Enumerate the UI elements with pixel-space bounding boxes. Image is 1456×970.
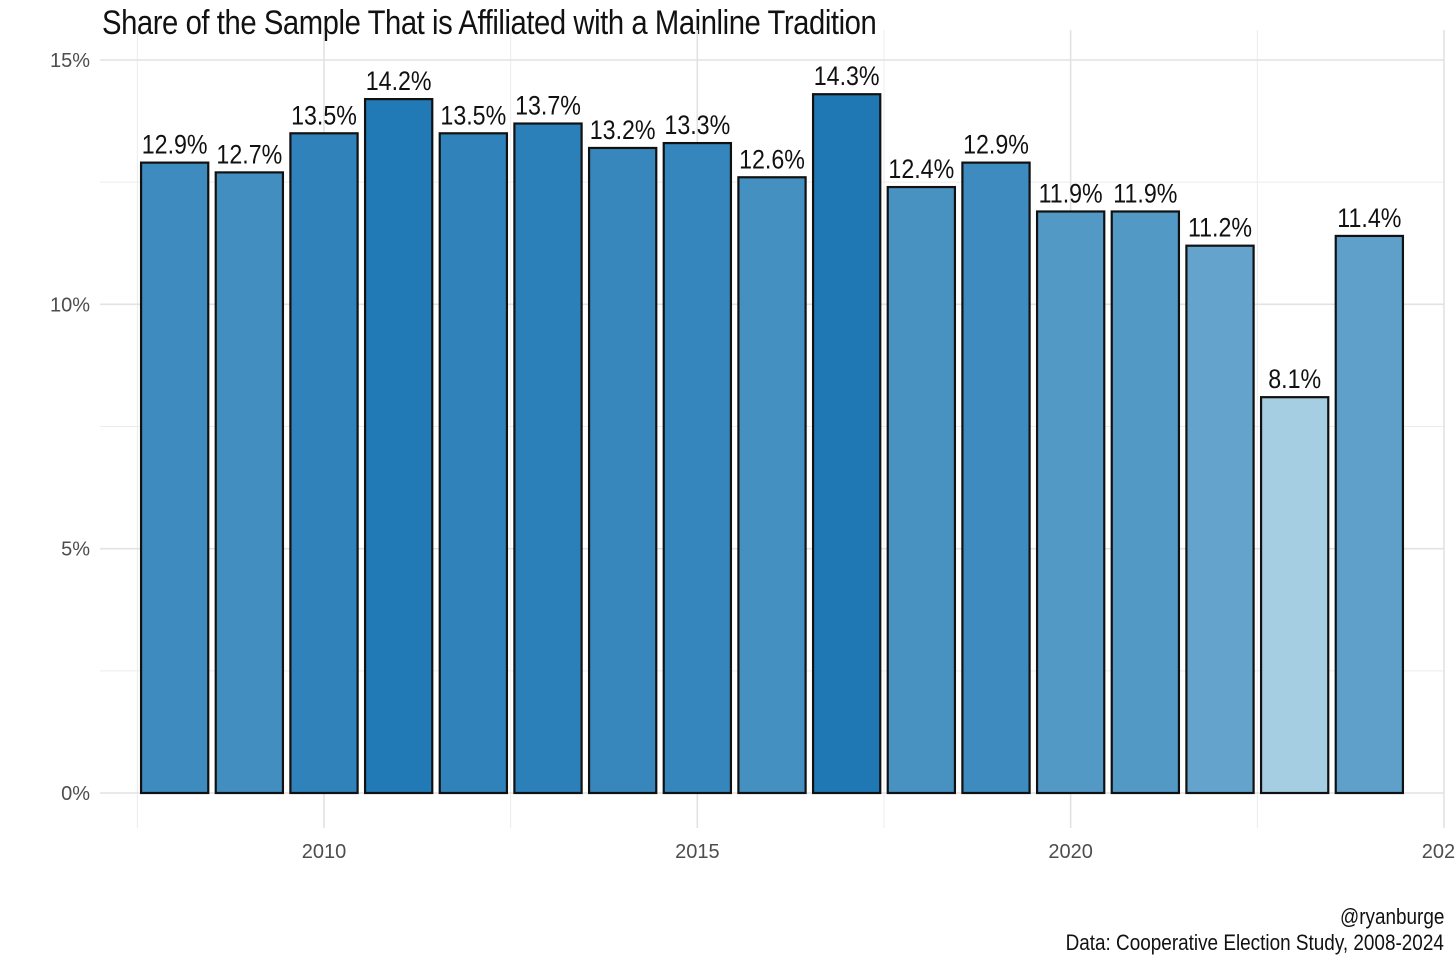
bar-value-label: 12.9%: [142, 130, 208, 160]
bar: [1259, 396, 1330, 795]
bar-value-label: 14.2%: [366, 67, 432, 97]
bar: [214, 171, 285, 795]
bar: [363, 97, 434, 795]
y-tick-label: 5%: [61, 539, 90, 561]
bar: [139, 161, 210, 795]
bar-value-label: 11.9%: [1113, 179, 1177, 209]
bar: [587, 146, 658, 795]
bar: [1334, 234, 1405, 795]
bar: [1035, 210, 1106, 795]
bar-value-label: 13.3%: [664, 110, 730, 140]
bar: [1185, 244, 1255, 795]
bar-chart: 0% 5% 10% 15% 2010 2015 2020 2025 12.9% 12.7% 13…: [50, 30, 1456, 863]
bar: [886, 185, 957, 795]
data-source: Data: Cooperative Election Study, 2008-2…: [1065, 930, 1444, 955]
bar-value-label: 13.5%: [291, 101, 357, 131]
bar-value-label: 12.7%: [216, 140, 282, 170]
bar: [961, 161, 1031, 795]
bars: [139, 93, 1405, 795]
bar-value-label: 11.2%: [1188, 213, 1252, 243]
bar-value-label: 13.2%: [590, 115, 656, 145]
y-tick-label: 0%: [61, 783, 90, 805]
bar-value-label: 11.4%: [1337, 203, 1401, 233]
y-tick-label: 10%: [50, 294, 90, 316]
author-handle: @ryanburge: [1339, 904, 1444, 929]
bar: [811, 93, 882, 795]
bar-value-label: 8.1%: [1268, 365, 1321, 395]
bar-labels: 12.9% 12.7% 13.5% 14.2% 13.5% 13.7% 13.2% 13.3%…: [142, 62, 1402, 395]
bar-value-label: 13.7%: [515, 91, 581, 121]
bar-value-label: 14.3%: [814, 62, 880, 92]
bar-value-label: 13.5%: [440, 101, 506, 131]
x-tick-label: 2025: [1422, 841, 1456, 863]
chart-title: Share of the Sample That is Affiliated w…: [102, 4, 877, 42]
x-tick-label: 2010: [302, 841, 347, 863]
bar: [438, 132, 509, 795]
bar: [513, 122, 583, 795]
bar-value-label: 11.9%: [1039, 179, 1103, 209]
x-tick-label: 2020: [1048, 841, 1093, 863]
y-axis-ticks: 0% 5% 10% 15%: [50, 50, 90, 805]
x-axis-ticks: 2010 2015 2020 2025: [302, 841, 1456, 863]
bar: [662, 141, 733, 795]
bar-value-label: 12.6%: [739, 145, 805, 175]
bar-value-label: 12.4%: [888, 154, 954, 184]
bar-value-label: 12.9%: [963, 130, 1029, 160]
bar: [289, 132, 359, 795]
y-tick-label: 15%: [50, 50, 90, 72]
x-tick-label: 2015: [675, 841, 720, 863]
bar: [1110, 210, 1181, 795]
bar: [737, 176, 807, 795]
